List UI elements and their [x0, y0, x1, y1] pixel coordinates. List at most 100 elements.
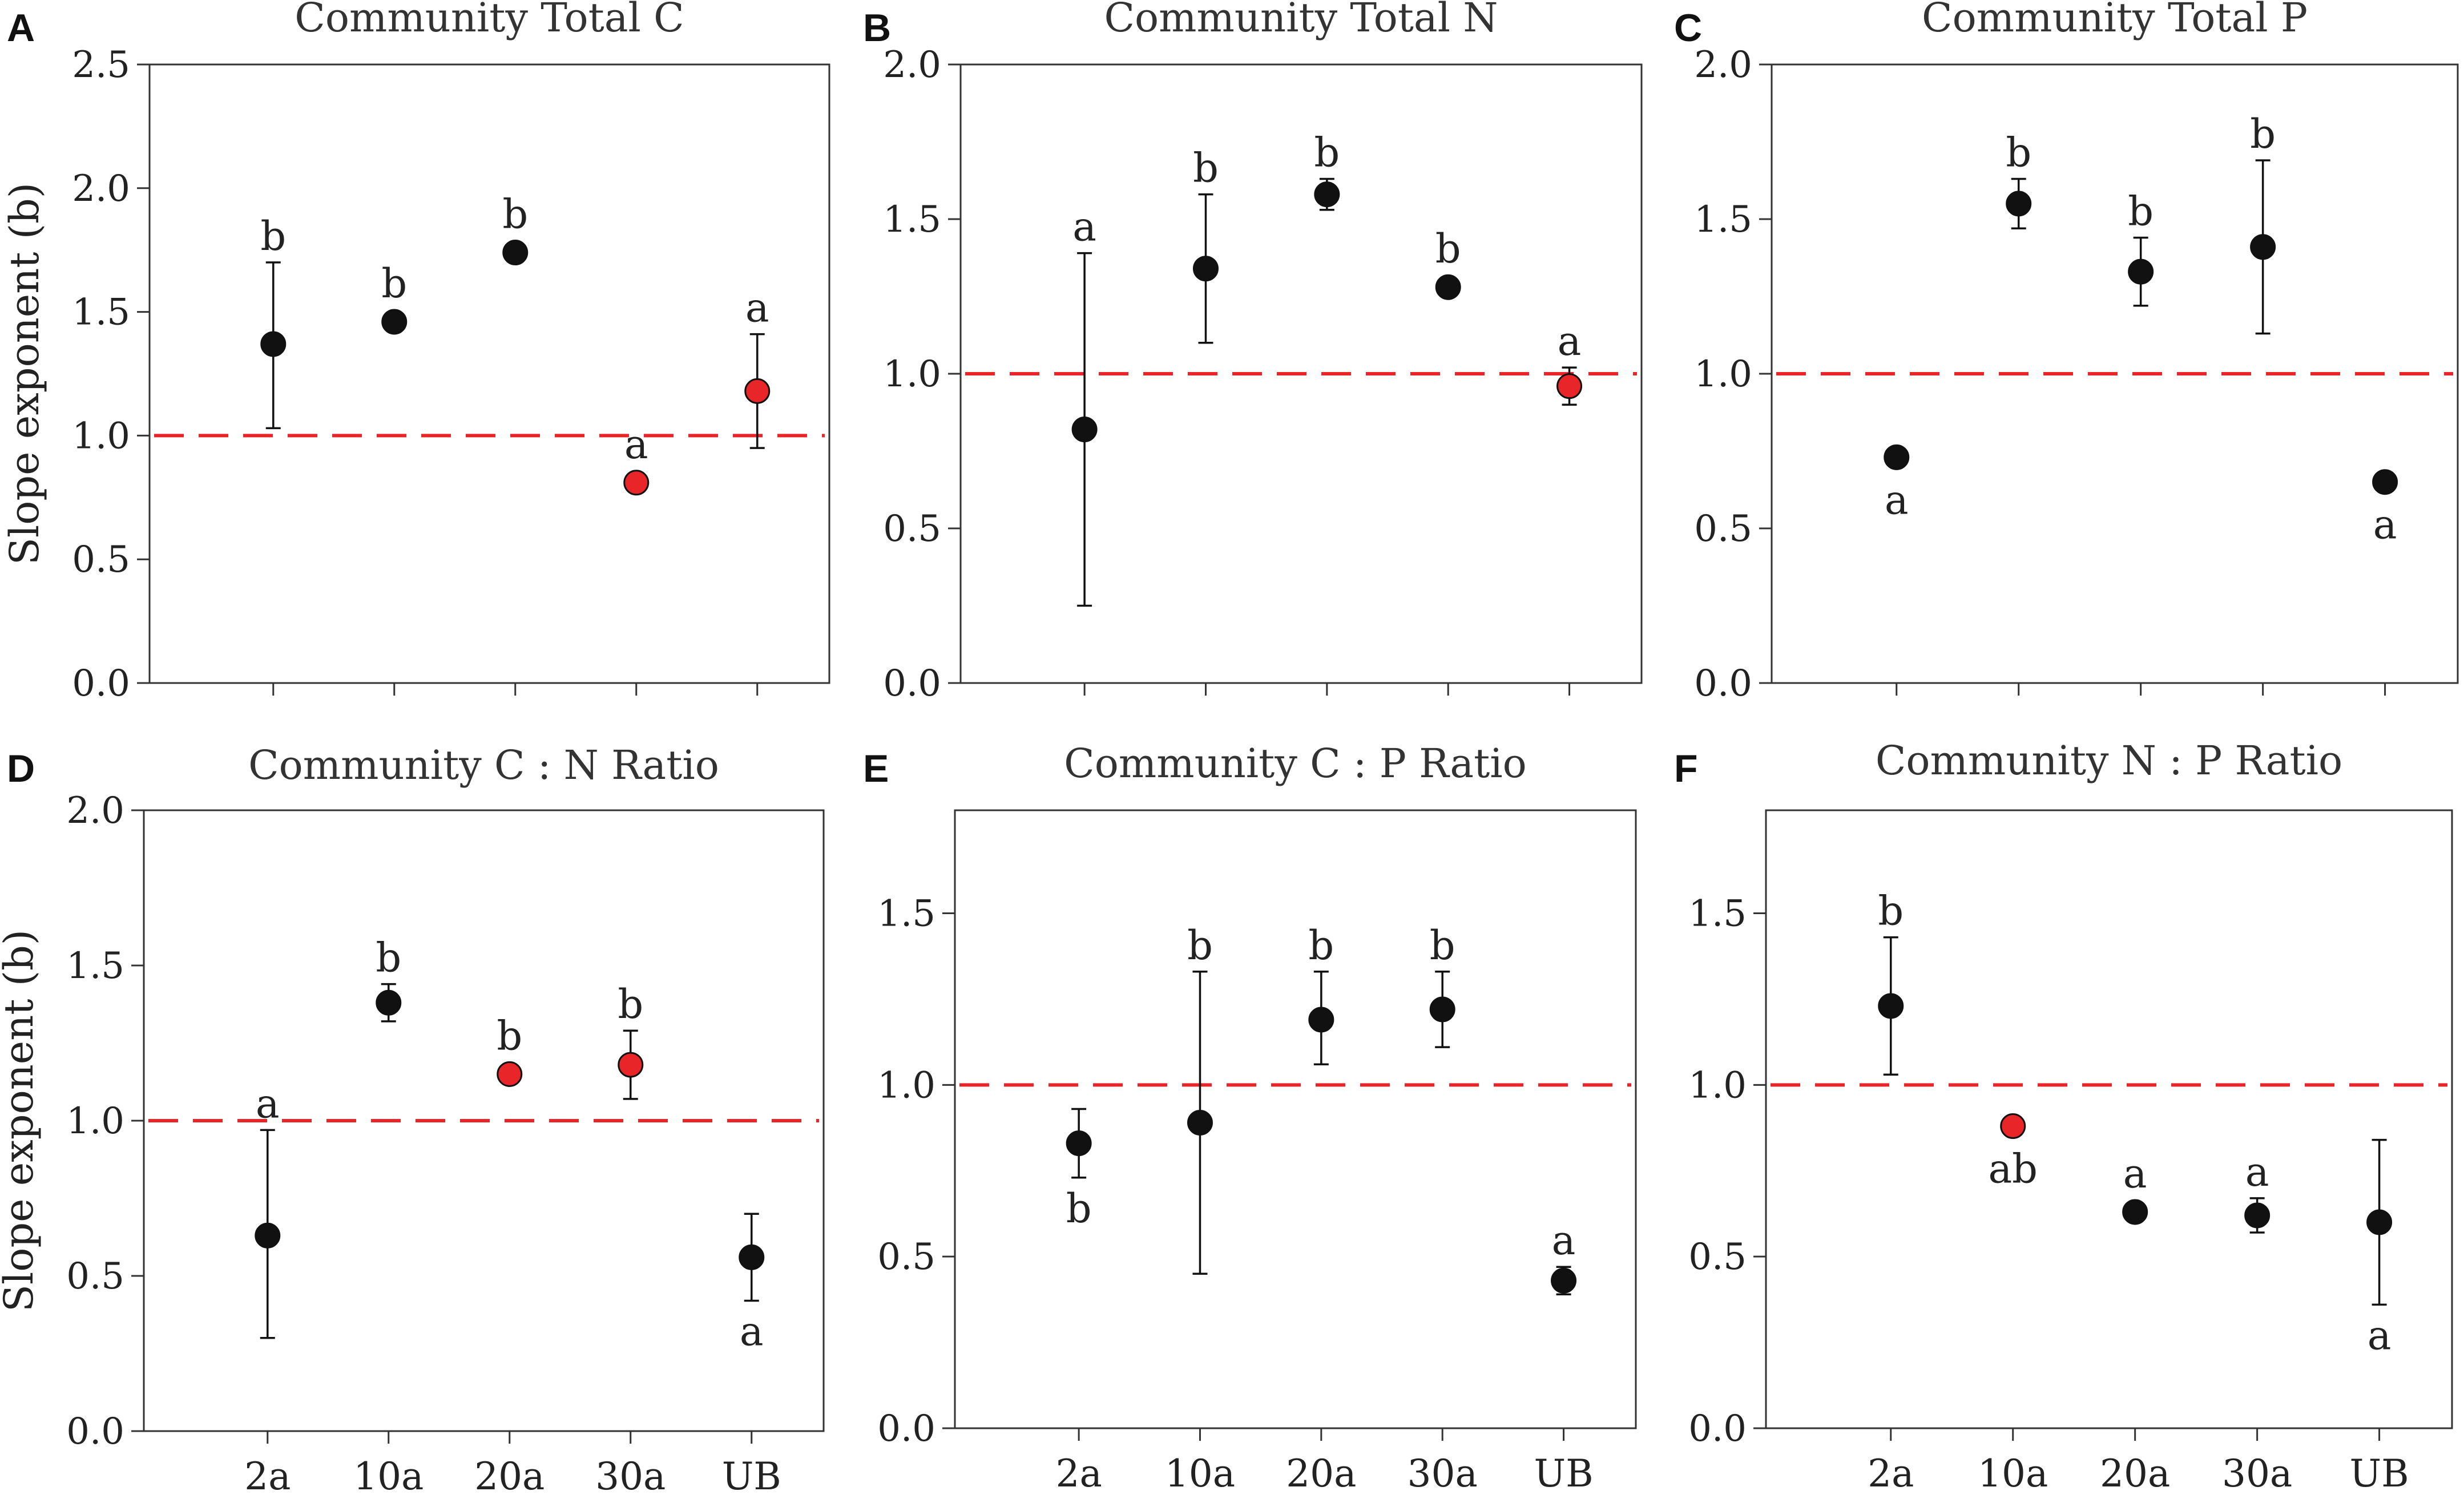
y-tick-label: 1.5 — [877, 893, 935, 935]
significance-label: b — [2128, 188, 2154, 235]
data-point — [1188, 1111, 1212, 1135]
significance-label: a — [740, 1308, 764, 1355]
significance-label: a — [1552, 1217, 1576, 1264]
x-tick-label: UB — [2350, 1452, 2409, 1496]
y-tick-label: 0.5 — [66, 1255, 124, 1298]
y-axis-title: Slope exponent (b) — [1, 183, 48, 565]
panel-a: A Community Total C Slope exponent (b) 0.0 0… — [1, 0, 829, 705]
data-point — [2245, 1203, 2269, 1227]
x-tick-label: 2a — [1055, 1452, 1102, 1496]
y-axis-title: Slope exponent (b) — [0, 930, 42, 1312]
figure: A Community Total CSlope exponent (b)0.00… — [0, 0, 2464, 1499]
panel-e: E Community C : P Ratio 0.0 0.5 1.0 1.5 2a 10a 2… — [863, 740, 1636, 1496]
significance-label: b — [2250, 111, 2276, 157]
data-point — [1552, 1268, 1576, 1292]
y-tick-label: 0.0 — [1688, 1408, 1747, 1450]
chart-title: Community Total P — [1922, 0, 2308, 41]
data-point — [1436, 275, 1460, 299]
data-point — [503, 241, 527, 265]
y-tick-label: 1.5 — [1688, 893, 1747, 935]
chart-title: Community Total C — [295, 0, 684, 41]
significance-label: b — [1430, 922, 1455, 969]
data-point — [382, 310, 406, 334]
significance-label: b — [1187, 922, 1213, 969]
plot-frame — [1766, 810, 2452, 1428]
significance-label: b — [502, 191, 528, 238]
chart-title: Community N : P Ratio — [1876, 737, 2342, 784]
data-point — [498, 1062, 522, 1086]
y-tick-label: 0.0 — [66, 1411, 124, 1453]
significance-label: a — [2368, 1312, 2392, 1359]
chart-title: Community C : N Ratio — [248, 742, 719, 789]
panel-letter: B — [863, 6, 891, 50]
panel-letter: D — [7, 747, 35, 790]
panel-letter: F — [1674, 747, 1698, 790]
panel-b: B Community Total N 0.0 0.5 1.0 1.5 2.0 a b b b a — [863, 0, 1642, 705]
data-point — [1072, 418, 1096, 442]
x-tick-label: UB — [1534, 1452, 1593, 1496]
x-tick-label: UB — [722, 1454, 781, 1498]
data-point — [1315, 183, 1339, 207]
data-point — [261, 332, 285, 356]
significance-label: a — [2245, 1149, 2269, 1195]
data-point — [745, 379, 769, 403]
data-point — [2129, 260, 2153, 284]
chart-title: Community C : P Ratio — [1064, 740, 1527, 787]
x-tick-label: 2a — [244, 1454, 291, 1498]
data-point — [2007, 192, 2031, 216]
significance-label: b — [1878, 888, 1904, 935]
data-point — [2368, 1210, 2392, 1234]
y-tick-label: 0.0 — [877, 1408, 935, 1450]
data-point — [1193, 257, 1217, 281]
data-point — [1309, 1008, 1333, 1032]
chart-title: Community Total N — [1104, 0, 1498, 41]
data-point — [2123, 1200, 2147, 1224]
y-tick-label: 0.5 — [877, 1236, 935, 1278]
data-point — [2373, 470, 2397, 494]
significance-label: b — [260, 213, 286, 260]
significance-label: b — [2006, 130, 2031, 176]
data-point — [1558, 374, 1582, 398]
x-tick-label: 20a — [2100, 1452, 2170, 1496]
y-tick-label: 1.0 — [66, 1100, 124, 1142]
y-tick-label: 0.5 — [1688, 1236, 1747, 1278]
y-tick-label: 2.0 — [66, 790, 124, 832]
data-point — [1067, 1132, 1091, 1155]
y-tick-label: 2.0 — [72, 168, 130, 210]
data-point — [1885, 445, 1909, 469]
x-tick-label: 10a — [1978, 1452, 2048, 1496]
x-tick-label: 2a — [1868, 1452, 1914, 1496]
panel-letter: E — [863, 747, 889, 790]
y-tick-label: 1.0 — [72, 415, 130, 457]
data-point — [2001, 1114, 2025, 1138]
significance-label: b — [1066, 1185, 1092, 1232]
significance-label: ab — [1988, 1146, 2038, 1193]
significance-label: a — [256, 1080, 280, 1127]
y-tick-label: 2.0 — [1694, 44, 1752, 86]
data-point — [256, 1223, 280, 1247]
y-tick-label: 2.5 — [72, 44, 130, 86]
panel-c: C Community Total P 0.0 0.5 1.0 1.5 2.0 a b b b a — [1674, 0, 2458, 705]
significance-label: b — [618, 981, 643, 1028]
significance-label: a — [1558, 318, 1582, 365]
y-tick-label: 1.5 — [66, 945, 124, 987]
x-tick-label: 20a — [474, 1454, 545, 1498]
y-tick-label: 1.5 — [883, 199, 941, 241]
y-tick-label: 1.0 — [883, 353, 941, 395]
y-tick-label: 2.0 — [883, 44, 941, 86]
x-tick-label: 10a — [1165, 1452, 1235, 1496]
significance-label: a — [2123, 1150, 2147, 1197]
data-point — [1430, 997, 1454, 1021]
y-tick-label: 0.5 — [1694, 508, 1752, 550]
y-tick-label: 0.0 — [1694, 662, 1752, 705]
significance-label: b — [1193, 145, 1219, 192]
significance-label: b — [1308, 922, 1334, 969]
y-tick-label: 1.0 — [877, 1064, 935, 1106]
panel-d: D Community C : N Ratio Slope exponent (b)… — [0, 742, 824, 1498]
y-tick-label: 0.5 — [72, 539, 130, 581]
y-tick-label: 1.5 — [1694, 199, 1752, 241]
significance-label: b — [1314, 130, 1340, 176]
plot-frame — [955, 810, 1636, 1428]
y-tick-label: 0.0 — [72, 662, 130, 705]
y-tick-label: 1.0 — [1694, 353, 1752, 395]
